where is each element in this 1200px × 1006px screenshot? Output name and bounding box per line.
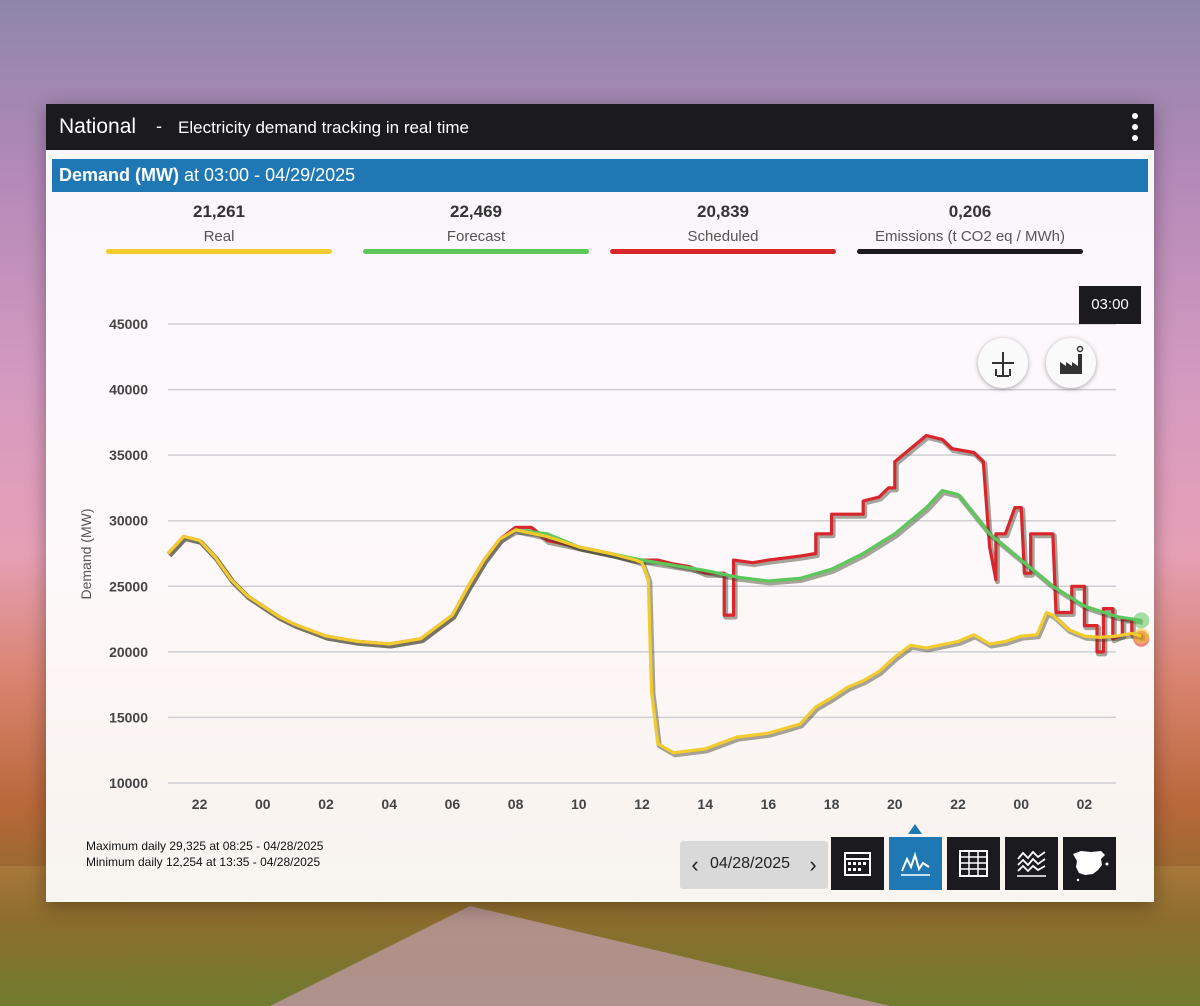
- stat-scheduled[interactable]: 20,839 Scheduled: [610, 202, 836, 254]
- spain-map-icon: [1073, 851, 1109, 882]
- title-separator: -: [156, 116, 162, 136]
- y-tick-label: 20000: [109, 644, 148, 660]
- factory-filter-button[interactable]: [1046, 338, 1096, 388]
- series-endpoint-forecast: [1133, 612, 1150, 629]
- x-tick-label: 22: [192, 796, 208, 812]
- stat-emissions-value: 0,206: [948, 202, 992, 221]
- x-tick-label: 12: [634, 796, 650, 812]
- factory-icon: [1060, 345, 1084, 374]
- next-day-button[interactable]: ›: [809, 852, 817, 877]
- stat-forecast-value: 22,469: [450, 202, 502, 221]
- more-options-icon[interactable]: [1124, 110, 1146, 144]
- series-endpoint-real: [1133, 628, 1150, 645]
- app-subtitle: Electricity demand tracking in real time: [178, 118, 470, 137]
- x-tick-label: 08: [508, 796, 524, 812]
- line-chart-view-button[interactable]: [889, 837, 942, 890]
- x-tick-label: 02: [1077, 796, 1093, 812]
- date-navigator: ‹ 04/28/2025 ›: [680, 841, 828, 889]
- x-tick-label: 06: [445, 796, 461, 812]
- x-tick-label: 04: [381, 796, 397, 812]
- stat-emissions[interactable]: 0,206 Emissions (t CO2 eq / MWh): [857, 202, 1083, 254]
- stat-real-value: 21,261: [193, 202, 245, 221]
- y-tick-label: 40000: [109, 382, 148, 398]
- stacked-chart-view-button[interactable]: [1005, 837, 1058, 890]
- stat-forecast-label: Forecast: [446, 228, 506, 245]
- wind-turbine-icon: [992, 352, 1014, 377]
- stat-forecast[interactable]: 22,469 Forecast: [363, 202, 589, 254]
- table-icon: [959, 850, 988, 877]
- stat-real[interactable]: 21,261 Real: [106, 202, 332, 254]
- x-axis-ticks: 22 00 02 04 06 08 10 12 14 16 18 20 22 00 02: [192, 796, 1093, 812]
- x-tick-label: 14: [697, 796, 713, 812]
- x-tick-label: 10: [571, 796, 587, 812]
- x-tick-label: 20: [887, 796, 903, 812]
- daily-extremes: Maximum daily 29,325 at 08:25 - 04/28/20…: [86, 838, 323, 870]
- x-tick-label: 00: [255, 796, 271, 812]
- wind-filter-button[interactable]: [978, 338, 1028, 388]
- stat-scheduled-label: Scheduled: [687, 228, 759, 245]
- demand-timestamp: at 03:00 - 04/29/2025: [184, 165, 356, 185]
- demand-panel: National - Electricity demand tracking i…: [46, 104, 1154, 902]
- map-view-button[interactable]: [1063, 837, 1116, 890]
- series-line-real[interactable]: [166, 528, 1142, 755]
- line-chart-icon: [901, 851, 930, 876]
- stat-real-underline: [106, 249, 332, 254]
- y-tick-label: 35000: [109, 447, 148, 463]
- stat-scheduled-value: 20,839: [697, 202, 749, 221]
- current-date[interactable]: 04/28/2025: [710, 855, 791, 872]
- y-tick-label: 45000: [109, 316, 148, 332]
- demand-line-chart[interactable]: 4500040000350003000025000200001500010000…: [46, 104, 1154, 902]
- daily-maximum: Maximum daily 29,325 at 08:25 - 04/28/20…: [86, 839, 324, 853]
- y-tick-label: 15000: [109, 709, 148, 725]
- stat-emissions-label: Emissions (t CO2 eq / MWh): [874, 228, 1066, 245]
- y-tick-label: 25000: [109, 578, 148, 594]
- calendar-icon: [844, 852, 871, 876]
- previous-day-button[interactable]: ‹: [691, 852, 699, 877]
- table-view-button[interactable]: [947, 837, 1000, 890]
- demand-header: Demand (MW) at 03:00 - 04/29/2025: [52, 159, 1148, 192]
- active-view-caret: [908, 824, 922, 834]
- stat-emissions-underline: [857, 249, 1083, 254]
- demand-label: Demand (MW): [59, 165, 179, 185]
- chart-series: [166, 433, 1150, 758]
- series-line-scheduled[interactable]: [166, 433, 1143, 654]
- x-tick-label: 16: [761, 796, 777, 812]
- x-tick-label: 18: [824, 796, 840, 812]
- stat-forecast-underline: [363, 249, 589, 254]
- y-tick-label: 10000: [109, 775, 148, 791]
- x-tick-label: 02: [318, 796, 334, 812]
- chart-grid: [168, 323, 1116, 784]
- daily-minimum: Minimum daily 12,254 at 13:35 - 04/28/20…: [86, 855, 321, 869]
- stacked-chart-icon: [1017, 850, 1046, 877]
- stat-scheduled-underline: [610, 249, 836, 254]
- x-tick-label: 22: [950, 796, 966, 812]
- stat-real-label: Real: [203, 228, 235, 245]
- region-title[interactable]: National: [59, 115, 137, 138]
- background-road: [270, 906, 890, 1006]
- time-tooltip: 03:00: [1079, 286, 1141, 324]
- y-tick-label: 30000: [109, 513, 148, 529]
- y-axis-ticks: 45000 40000 35000 30000 25000 20000 15000 10000: [109, 316, 148, 791]
- top-bar: National - Electricity demand tracking i…: [46, 104, 1154, 150]
- x-tick-label: 00: [1013, 796, 1029, 812]
- y-axis-label: Demand (MW): [78, 508, 94, 599]
- calendar-view-button[interactable]: [831, 837, 884, 890]
